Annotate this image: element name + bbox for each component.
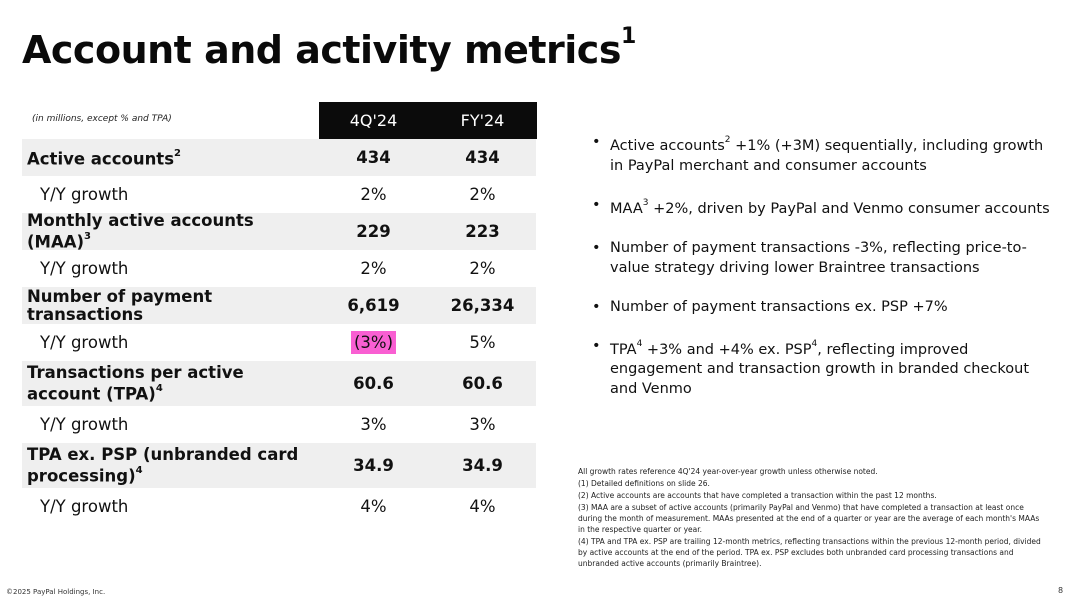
value-4q24: (3%) <box>319 331 428 354</box>
table-row: Y/Y growth 3% 3% <box>22 406 536 443</box>
metrics-table: (in millions, except % and TPA) 4Q'24 FY… <box>22 102 537 525</box>
value-fy24: 26,334 <box>450 296 515 315</box>
value-fy24: 5% <box>469 333 496 352</box>
footnote: (2) Active accounts are accounts that ha… <box>578 491 937 500</box>
table-row: TPA ex. PSP (unbranded card processing)4… <box>22 443 536 488</box>
table-header: (in millions, except % and TPA) 4Q'24 FY… <box>22 102 537 139</box>
bullet-item: Number of payment transactions ex. PSP +… <box>592 297 1052 317</box>
bullet-item: MAA3 +2%, driven by PayPal and Venmo con… <box>592 195 1052 219</box>
row-label: TPA ex. PSP (unbranded card processing)4 <box>27 444 299 486</box>
row-label: Monthly active accounts (MAA)3 <box>27 210 254 252</box>
footnotes: All growth rates reference 4Q'24 year-ov… <box>578 466 1048 570</box>
value-fy24: 434 <box>465 148 500 167</box>
row-label: Y/Y growth <box>40 496 129 516</box>
table-row: Number of payment transactions 6,619 26,… <box>22 287 536 324</box>
footnote: All growth rates reference 4Q'24 year-ov… <box>578 467 878 476</box>
value-fy24: 60.6 <box>462 374 503 393</box>
table-row: Y/Y growth 2% 2% <box>22 250 536 287</box>
value-4q24: 60.6 <box>353 374 394 393</box>
row-label: Y/Y growth <box>40 184 129 204</box>
value-fy24: 34.9 <box>462 456 503 475</box>
highlighted-value: (3%) <box>350 331 397 354</box>
value-fy24: 223 <box>465 222 500 241</box>
table-row: Y/Y growth 4% 4% <box>22 488 536 525</box>
value-4q24: 4% <box>360 497 387 516</box>
table-row: Monthly active accounts (MAA)3 229 223 <box>22 210 536 252</box>
footnote: (4) TPA and TPA ex. PSP are trailing 12-… <box>578 537 1041 568</box>
footnote: (1) Detailed definitions on slide 26. <box>578 479 710 488</box>
value-4q24: 2% <box>360 185 387 204</box>
row-label: Number of payment transactions <box>27 286 213 324</box>
row-label: Y/Y growth <box>40 414 129 434</box>
value-4q24: 6,619 <box>347 296 400 315</box>
column-header-fy24: FY'24 <box>428 102 537 139</box>
row-label: Active accounts2 <box>27 147 181 169</box>
value-4q24: 229 <box>356 222 391 241</box>
table-row: Y/Y growth (3%) 5% <box>22 324 536 361</box>
bullet-item: TPA4 +3% and +4% ex. PSP4, reflecting im… <box>592 336 1052 400</box>
table-row: Active accounts2 434 434 <box>22 139 536 176</box>
footnote: (3) MAA are a subset of active accounts … <box>578 503 1040 534</box>
bullet-item: Number of payment transactions -3%, refl… <box>592 238 1052 278</box>
value-4q24: 3% <box>360 415 387 434</box>
commentary-bullets: Active accounts2 +1% (+3M) sequentially,… <box>592 132 1052 399</box>
title-footnote-marker: 1 <box>620 24 636 49</box>
value-fy24: 4% <box>469 497 496 516</box>
value-fy24: 2% <box>469 259 496 278</box>
column-header-4q24: 4Q'24 <box>319 102 428 139</box>
bullet-item: Active accounts2 +1% (+3M) sequentially,… <box>592 132 1052 176</box>
slide-title: Account and activity metrics1 <box>22 24 636 72</box>
value-4q24: 2% <box>360 259 387 278</box>
table-row: Transactions per active account (TPA)4 6… <box>22 361 536 406</box>
copyright-notice: ©2025 PayPal Holdings, Inc. <box>6 588 106 596</box>
value-fy24: 3% <box>469 415 496 434</box>
units-note: (in millions, except % and TPA) <box>32 114 172 124</box>
row-label: Y/Y growth <box>40 258 129 278</box>
row-label: Transactions per active account (TPA)4 <box>27 362 244 404</box>
page-number: 8 <box>1058 586 1064 595</box>
row-label: Y/Y growth <box>40 332 129 352</box>
value-4q24: 434 <box>356 148 391 167</box>
value-4q24: 34.9 <box>353 456 394 475</box>
value-fy24: 2% <box>469 185 496 204</box>
table-row: Y/Y growth 2% 2% <box>22 176 536 213</box>
